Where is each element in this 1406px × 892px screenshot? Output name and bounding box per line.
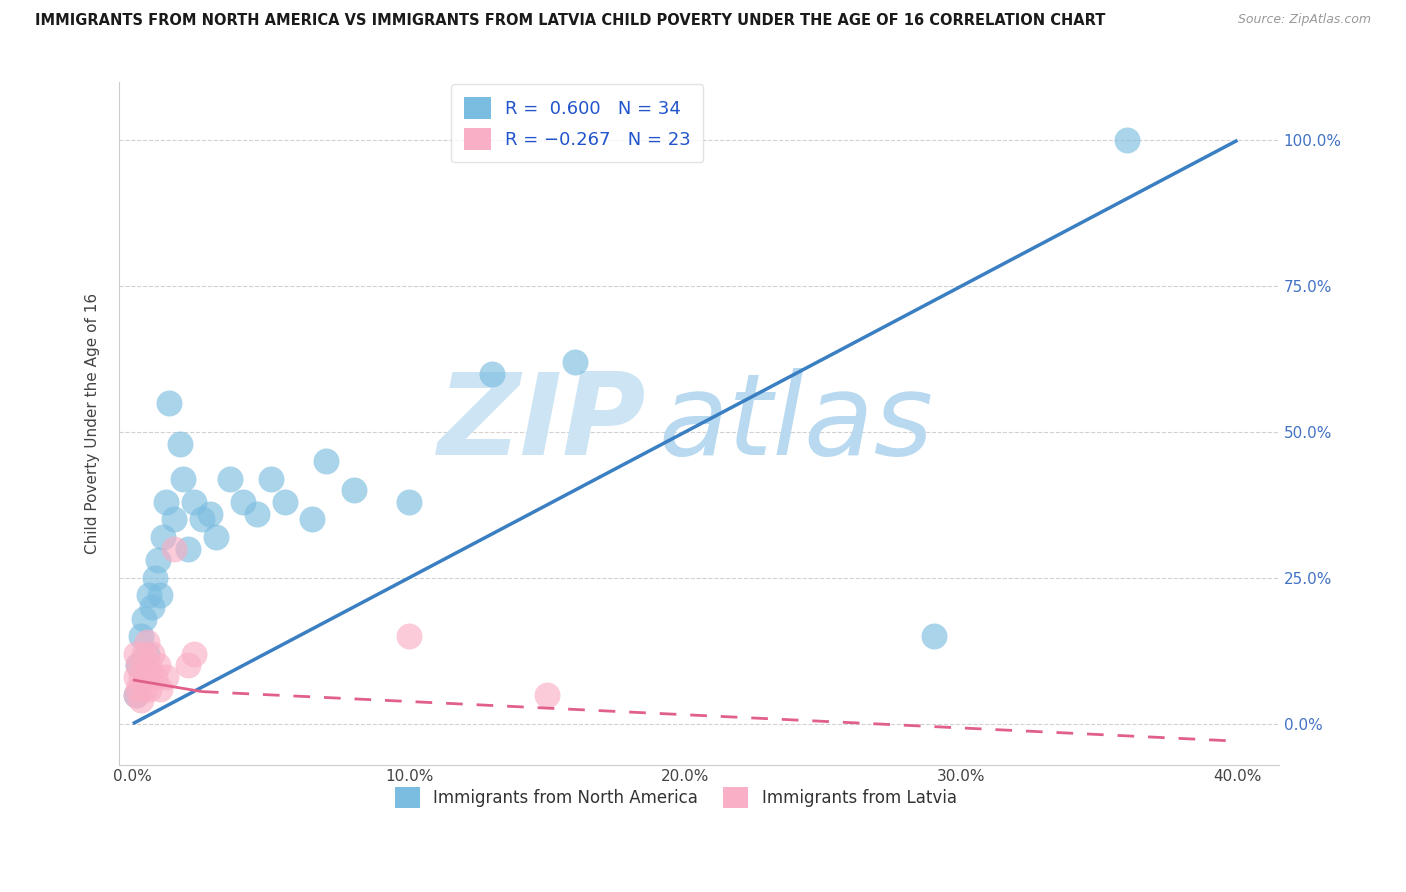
Point [141,647,163,661]
Point [124,670,146,684]
Point [146,658,169,673]
Point [157,396,180,410]
Point [124,688,146,702]
Text: Source: ZipAtlas.com: Source: ZipAtlas.com [1237,13,1371,27]
Point [481,367,503,381]
Point [127,681,149,696]
Point [138,588,160,602]
Point [177,541,200,556]
Point [183,647,205,661]
Point [177,658,200,673]
Point [169,436,191,450]
Text: IMMIGRANTS FROM NORTH AMERICA VS IMMIGRANTS FROM LATVIA CHILD POVERTY UNDER THE : IMMIGRANTS FROM NORTH AMERICA VS IMMIGRA… [35,13,1105,29]
Point [155,495,177,509]
Point [163,512,186,526]
Point [315,454,337,468]
Point [536,688,558,702]
Point [343,483,366,498]
Point [146,553,169,567]
Point [1116,133,1139,147]
Point [129,670,152,684]
Point [398,629,420,643]
Point [124,688,146,702]
Point [149,681,172,696]
Legend: Immigrants from North America, Immigrants from Latvia: Immigrants from North America, Immigrant… [388,780,963,814]
Text: atlas: atlas [658,368,934,479]
Point [135,670,157,684]
Point [172,472,194,486]
Text: ZIP: ZIP [439,368,647,479]
Point [129,629,152,643]
Point [129,693,152,707]
Point [135,647,157,661]
Point [132,647,155,661]
Point [274,495,297,509]
Point [163,541,186,556]
Point [143,571,166,585]
Point [204,530,226,544]
Point [135,635,157,649]
Point [922,629,945,643]
Point [301,512,323,526]
Point [127,658,149,673]
Y-axis label: Child Poverty Under the Age of 16: Child Poverty Under the Age of 16 [86,293,100,554]
Point [398,495,420,509]
Point [127,658,149,673]
Point [183,495,205,509]
Point [152,530,174,544]
Point [564,355,586,369]
Point [132,612,155,626]
Point [143,670,166,684]
Point [124,647,146,661]
Point [138,658,160,673]
Point [141,599,163,614]
Point [138,681,160,696]
Point [246,507,269,521]
Point [191,512,214,526]
Point [149,588,172,602]
Point [260,472,283,486]
Point [218,472,240,486]
Point [155,670,177,684]
Point [132,681,155,696]
Point [198,507,221,521]
Point [232,495,254,509]
